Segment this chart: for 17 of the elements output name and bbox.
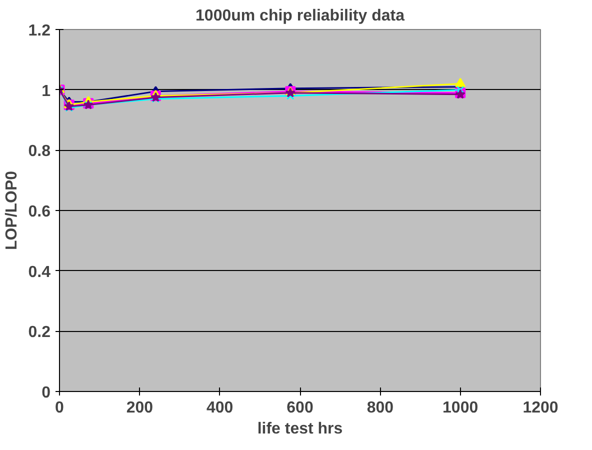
y-tick-label: 0.8 — [28, 143, 51, 160]
x-axis-title: life test hrs — [257, 420, 343, 438]
y-tick-label: 0.6 — [28, 204, 51, 220]
x-tick-label: 0 — [55, 400, 64, 416]
x-tick-label: 600 — [286, 400, 314, 416]
y-tick-label: 0.4 — [28, 264, 51, 281]
x-tick-label: 200 — [126, 400, 154, 416]
x-tick-label: 1000 — [442, 400, 478, 416]
y-tick-label: 0 — [42, 384, 51, 402]
x-tick-label: 1200 — [522, 400, 558, 416]
y-axis-title: LOP/LOP0 — [3, 170, 20, 250]
y-tick-label: 1 — [42, 82, 51, 100]
x-tick-label: 400 — [206, 400, 234, 416]
y-tick-label: 1.2 — [28, 22, 51, 40]
chart-title: 1000um chip reliability data — [196, 8, 405, 24]
y-tick-label: 0.2 — [28, 324, 51, 342]
x-tick-label: 800 — [366, 400, 394, 416]
